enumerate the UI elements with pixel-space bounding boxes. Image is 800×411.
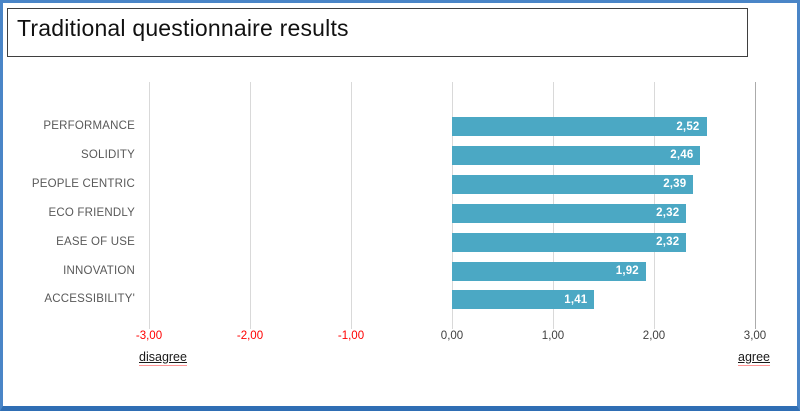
bar-value-label: 2,46	[670, 149, 694, 162]
x-tick-label: -1,00	[337, 330, 365, 342]
bar-value-label: 2,32	[656, 236, 680, 249]
gridline--3	[149, 82, 150, 329]
bar-value-label: 2,32	[656, 207, 680, 220]
bar-value-label: 2,39	[663, 178, 687, 191]
gridline--2	[250, 82, 251, 329]
gridline-3	[755, 82, 756, 329]
category-label: EASE OF USE	[56, 235, 135, 248]
x-tick-label: 3,00	[743, 330, 767, 342]
bar: 1,92	[452, 261, 646, 281]
bar: 1,41	[452, 290, 595, 310]
category-label: PERFORMANCE	[43, 120, 135, 132]
category-label: ACCESSIBILITY'	[44, 293, 135, 306]
category-label: PEOPLE CENTRIC	[31, 177, 135, 190]
bar-value-label: 2,52	[676, 120, 700, 133]
category-label: INNOVATION	[63, 264, 135, 277]
axis-label-disagree: disagree	[139, 350, 187, 366]
bar: 2,39	[452, 174, 694, 194]
chart-title: Traditional questionnaire results	[17, 15, 349, 41]
x-tick-label: 2,00	[642, 330, 666, 342]
axis-label-agree: agree	[738, 350, 770, 366]
gridline--1	[351, 82, 352, 329]
x-tick-label: -3,00	[135, 330, 163, 342]
x-tick-label: 0,00	[440, 330, 464, 342]
bar: 2,32	[452, 232, 687, 252]
category-label: ECO FRIENDLY	[48, 206, 135, 219]
bar-value-label: 1,41	[564, 293, 588, 306]
bar: 2,52	[452, 117, 707, 136]
bar-chart: PERFORMANCE 2,52 SOLIDITY 2,46 PEOPLE CENTRI…	[3, 3, 797, 406]
bar: 2,46	[452, 145, 701, 165]
x-tick-label: -2,00	[236, 330, 264, 342]
category-label: SOLIDITY	[80, 148, 135, 161]
title-box: Traditional questionnaire results	[7, 8, 748, 57]
bar-value-label: 1,92	[615, 265, 639, 277]
x-tick-label: 1,00	[541, 330, 565, 342]
bar: 2,32	[452, 203, 687, 223]
